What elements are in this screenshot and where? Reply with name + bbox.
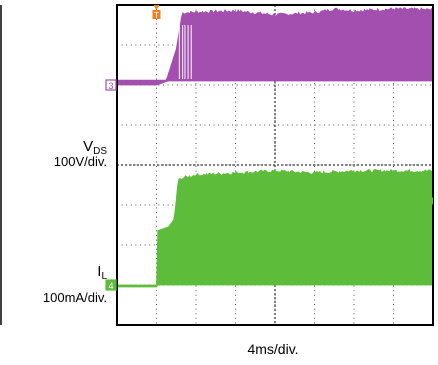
il-marker-label: 4 [108, 281, 113, 291]
il-scale-label: 100mA/div. [42, 290, 107, 305]
timebase-label: 4ms/div. [247, 341, 299, 357]
trigger-arrow-icon [153, 5, 160, 10]
vds-marker-box [105, 79, 117, 91]
markers: 3 4 T [105, 5, 433, 291]
vds-scale-label: 100V/div. [53, 154, 107, 169]
il-marker-box [105, 279, 117, 291]
vds-channel-label: VDS [83, 138, 107, 157]
trigger-marker-label: T [154, 11, 159, 20]
traces [116, 7, 434, 288]
il-channel-label: IL [97, 263, 107, 282]
vds-marker-label: 3 [108, 81, 113, 91]
trigger-marker-box [152, 10, 161, 19]
screen-frame [116, 4, 434, 326]
il-right-edge-marker [429, 197, 433, 205]
